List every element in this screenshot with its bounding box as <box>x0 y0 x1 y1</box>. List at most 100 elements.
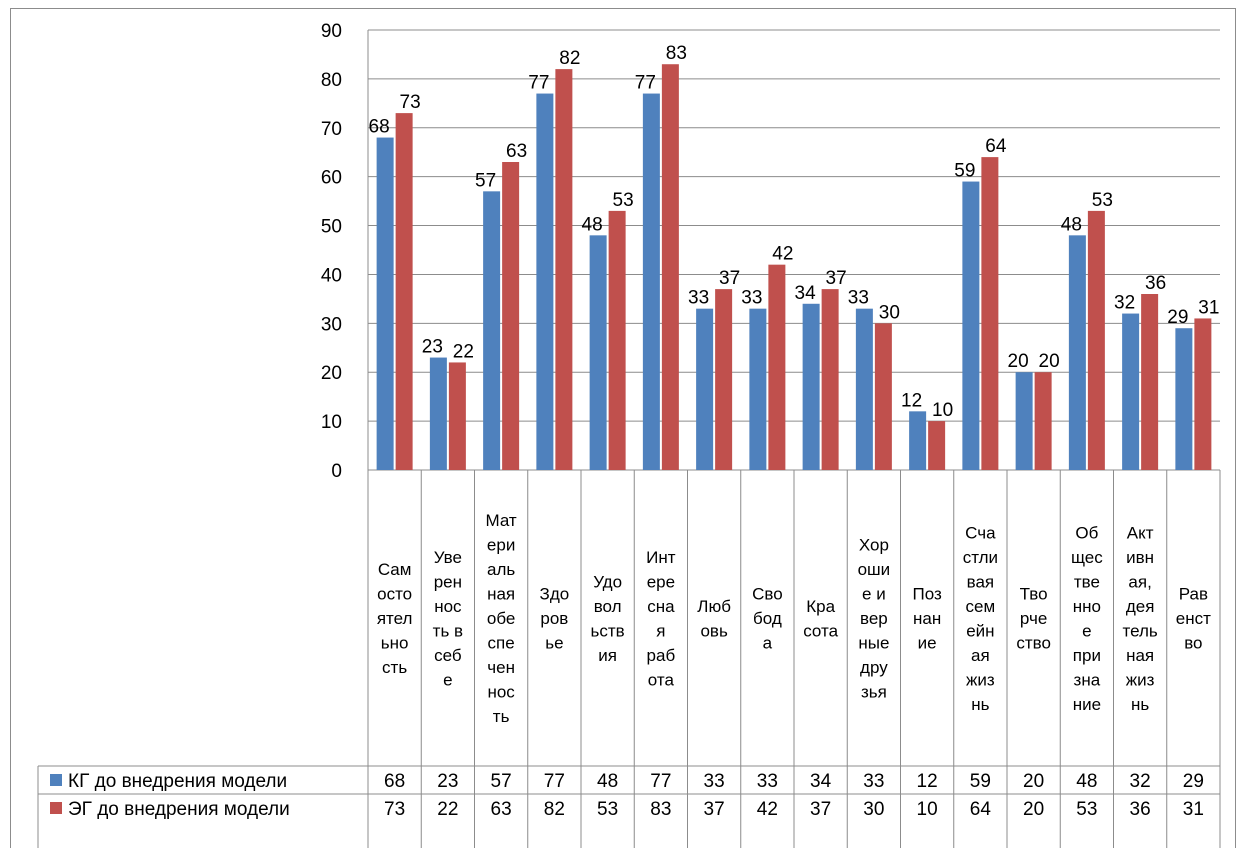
bar <box>1015 372 1033 470</box>
bar <box>536 93 554 471</box>
y-tick-label: 60 <box>321 168 342 189</box>
data-label: 63 <box>506 141 527 162</box>
table-value: 32 <box>1130 771 1151 792</box>
data-label: 37 <box>719 268 740 289</box>
bar <box>715 289 733 470</box>
table-value: 48 <box>1076 771 1097 792</box>
bar <box>395 113 413 470</box>
bar <box>749 308 767 470</box>
y-tick-label: 80 <box>321 70 342 91</box>
data-label: 73 <box>400 92 421 113</box>
data-table: Сам осто ятел ьно сть Уве рен нос ть в себ е Мат ери… <box>37 470 1221 848</box>
bar <box>1194 318 1212 470</box>
data-label: 23 <box>422 337 443 358</box>
data-label: 68 <box>369 117 390 138</box>
data-label: 42 <box>772 244 793 265</box>
table-value: 34 <box>810 771 832 792</box>
data-label: 12 <box>901 390 922 411</box>
category-label: Хор оши е и вер ные дру зья <box>858 536 891 702</box>
table-value: 53 <box>597 799 618 820</box>
y-tick-label: 70 <box>321 119 342 140</box>
y-tick-label: 40 <box>321 265 342 286</box>
bar <box>1087 210 1105 470</box>
bar <box>483 191 501 471</box>
category-label: Сча стли вая сем ейн ая жиз нь <box>963 523 998 714</box>
data-label: 48 <box>1061 214 1082 235</box>
bar <box>821 289 839 470</box>
bar <box>555 69 573 470</box>
table-value: 59 <box>970 771 991 792</box>
bar <box>696 308 714 470</box>
category-label: Сам осто ятел ьно сть <box>377 560 413 677</box>
legend-label: КГ до внедрения модели <box>68 771 287 792</box>
data-label: 10 <box>932 400 953 421</box>
data-label: 53 <box>1092 190 1113 211</box>
bar <box>376 137 394 471</box>
table-value: 73 <box>384 799 405 820</box>
bar <box>661 64 679 470</box>
category-label: Рав енст во <box>1176 585 1211 653</box>
chart-frame <box>10 8 1236 848</box>
table-value: 42 <box>757 799 778 820</box>
data-label: 33 <box>741 288 762 309</box>
table-value: 33 <box>757 771 778 792</box>
y-tick-label: 90 <box>321 21 342 42</box>
data-label: 20 <box>1039 351 1060 372</box>
bar <box>855 308 873 470</box>
table-value: 31 <box>1183 799 1204 820</box>
bar <box>1122 313 1140 470</box>
y-tick-label: 20 <box>321 363 342 384</box>
data-label: 20 <box>1008 351 1029 372</box>
table-value: 63 <box>491 799 512 820</box>
bar <box>429 357 447 470</box>
bar <box>874 323 892 470</box>
legend-label: ЭГ до внедрения модели <box>68 799 290 820</box>
data-labels: 68 23 57 77 48 77 33 33 34 33 12 59 20 48 32 29 73 22 63 82… <box>369 43 1220 421</box>
table-value: 53 <box>1076 799 1097 820</box>
legend-key <box>50 774 62 786</box>
table-value: 64 <box>970 799 992 820</box>
table-value: 36 <box>1130 799 1151 820</box>
bar <box>608 210 626 470</box>
table-value: 10 <box>917 799 938 820</box>
table-value: 22 <box>437 799 458 820</box>
table-value: 23 <box>437 771 458 792</box>
table-value: 20 <box>1023 771 1044 792</box>
data-label: 29 <box>1167 307 1188 328</box>
data-label: 83 <box>666 43 687 64</box>
bar <box>802 303 820 470</box>
category-label: Поз нан ие <box>912 585 941 653</box>
table-value: 30 <box>863 799 884 820</box>
table-value: 12 <box>917 771 938 792</box>
category-label: Мат ери аль ная обе спе чен нос ть <box>486 511 517 726</box>
bar <box>909 411 927 470</box>
data-label: 48 <box>582 214 603 235</box>
data-label: 33 <box>848 288 869 309</box>
table-value: 82 <box>544 799 565 820</box>
bar <box>448 362 466 470</box>
table-value: 77 <box>544 771 565 792</box>
table-value: 83 <box>650 799 671 820</box>
legend-key <box>50 802 62 814</box>
bar <box>1141 294 1159 470</box>
y-axis: 0 10 20 30 40 50 60 70 80 90 <box>321 21 369 848</box>
category-label: Здо ров ье <box>540 585 570 653</box>
y-tick-label: 0 <box>331 461 342 482</box>
data-label: 82 <box>559 48 580 69</box>
category-label: Акт ивн ая, дея тель ная жиз нь <box>1122 523 1157 714</box>
bar <box>981 157 999 470</box>
table-value: 20 <box>1023 799 1044 820</box>
data-label: 53 <box>613 190 634 211</box>
category-label: Инт ере сна я раб ота <box>646 548 676 690</box>
data-label: 31 <box>1198 297 1219 318</box>
table-value: 77 <box>650 771 671 792</box>
data-label: 22 <box>453 341 474 362</box>
table-value: 57 <box>491 771 512 792</box>
data-label: 32 <box>1114 293 1135 314</box>
data-label: 77 <box>528 73 549 94</box>
data-label: 37 <box>826 268 847 289</box>
category-label: Люб овь <box>697 597 731 641</box>
y-tick-label: 30 <box>321 314 342 335</box>
data-label: 57 <box>475 170 496 191</box>
